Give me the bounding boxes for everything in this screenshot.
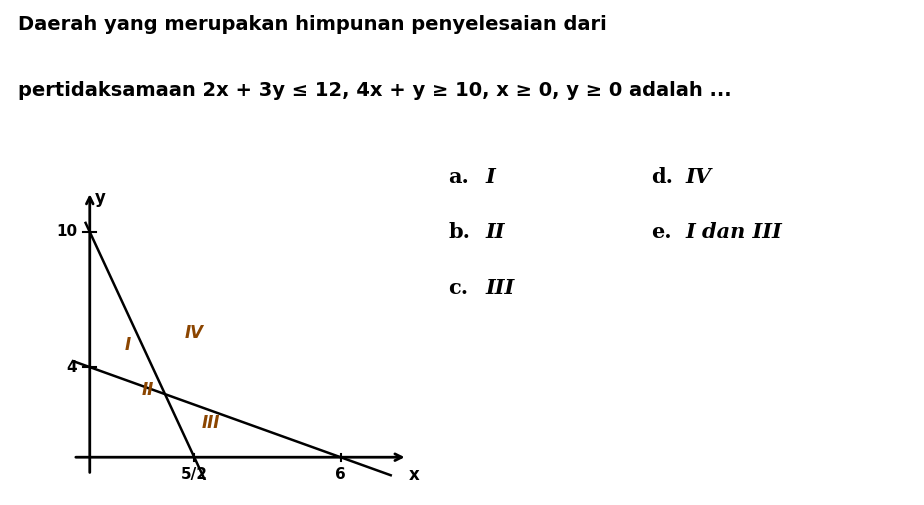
Text: b.: b. xyxy=(448,222,470,242)
Text: I: I xyxy=(125,335,130,353)
Text: 5/2: 5/2 xyxy=(181,467,208,482)
Text: I dan III: I dan III xyxy=(686,222,783,242)
Text: II: II xyxy=(142,381,154,398)
Text: III: III xyxy=(485,278,515,298)
Text: c.: c. xyxy=(448,278,468,298)
Text: x: x xyxy=(408,466,419,484)
Text: 6: 6 xyxy=(335,467,346,482)
Text: I: I xyxy=(485,167,495,187)
Text: e.: e. xyxy=(651,222,672,242)
Text: d.: d. xyxy=(651,167,674,187)
Text: IV: IV xyxy=(185,324,204,342)
Text: II: II xyxy=(485,222,505,242)
Text: IV: IV xyxy=(686,167,711,187)
Text: III: III xyxy=(201,415,220,432)
Text: a.: a. xyxy=(448,167,469,187)
Text: pertidaksamaan 2x + 3y ≤ 12, 4x + y ≥ 10, x ≥ 0, y ≥ 0 adalah ...: pertidaksamaan 2x + 3y ≤ 12, 4x + y ≥ 10… xyxy=(18,81,732,100)
Text: 10: 10 xyxy=(56,224,78,239)
Text: y: y xyxy=(95,189,105,207)
Text: Daerah yang merupakan himpunan penyelesaian dari: Daerah yang merupakan himpunan penyelesa… xyxy=(18,15,607,34)
Text: 4: 4 xyxy=(67,360,78,375)
